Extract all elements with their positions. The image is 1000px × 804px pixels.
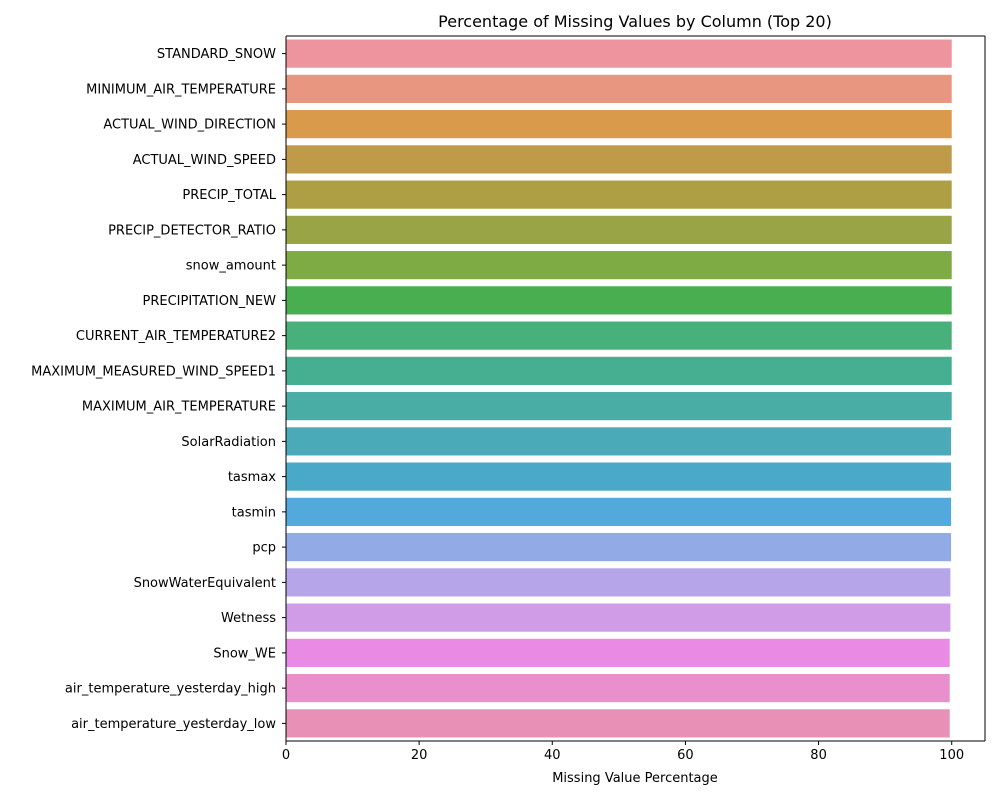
category-label: tasmax — [228, 470, 276, 485]
bar — [286, 638, 950, 667]
bar — [286, 39, 952, 68]
x-tick-label: 80 — [810, 748, 827, 763]
x-tick-label: 0 — [282, 748, 290, 763]
category-label: Snow_WE — [213, 646, 276, 661]
bar — [286, 533, 952, 562]
bar — [286, 321, 952, 350]
category-label: air_temperature_yesterday_high — [65, 682, 276, 697]
bar — [286, 180, 952, 209]
bar — [286, 215, 952, 244]
x-tick-label: 60 — [677, 748, 694, 763]
category-label: STANDARD_SNOW — [157, 47, 276, 62]
bar — [286, 286, 952, 315]
bar — [286, 392, 952, 421]
bar — [286, 674, 950, 703]
category-label: MINIMUM_AIR_TEMPERATURE — [86, 82, 276, 97]
category-label: PRECIP_DETECTOR_RATIO — [108, 223, 276, 238]
bar — [286, 251, 952, 280]
bar — [286, 110, 952, 139]
x-tick-label: 20 — [411, 748, 428, 763]
category-label: ACTUAL_WIND_DIRECTION — [103, 118, 276, 133]
category-label: PRECIP_TOTAL — [182, 188, 276, 203]
category-label: SolarRadiation — [181, 435, 276, 450]
category-label: MAXIMUM_MEASURED_WIND_SPEED1 — [31, 364, 276, 379]
category-labels: STANDARD_SNOW MINIMUM_AIR_TEMPERATURE ACTU… — [31, 47, 286, 732]
category-label: MAXIMUM_AIR_TEMPERATURE — [82, 400, 276, 415]
bar — [286, 145, 952, 174]
category-label: Wetness — [221, 611, 276, 626]
axes — [285, 35, 986, 742]
category-label: CURRENT_AIR_TEMPERATURE2 — [76, 329, 276, 344]
category-label: PRECIPITATION_NEW — [142, 294, 276, 309]
bar — [286, 74, 952, 103]
x-tick-label: 100 — [939, 748, 964, 763]
category-label: tasmin — [232, 505, 276, 520]
category-label: air_temperature_yesterday_low — [71, 717, 276, 732]
x-ticks: 0 20 40 60 80 100 — [282, 741, 964, 763]
x-tick-label: 40 — [544, 748, 561, 763]
category-label: ACTUAL_WIND_SPEED — [133, 153, 276, 168]
bars-group — [286, 39, 952, 738]
bar — [286, 603, 951, 632]
bar — [286, 497, 952, 526]
bar — [286, 568, 951, 597]
chart-title: Percentage of Missing Values by Column (… — [438, 12, 832, 31]
category-label: pcp — [252, 541, 276, 556]
bar — [286, 709, 950, 738]
category-label: SnowWaterEquivalent — [134, 576, 276, 591]
bar — [286, 462, 952, 491]
bar — [286, 356, 952, 385]
category-label: snow_amount — [186, 259, 276, 274]
x-axis-label: Missing Value Percentage — [552, 771, 718, 786]
bar — [286, 427, 952, 456]
